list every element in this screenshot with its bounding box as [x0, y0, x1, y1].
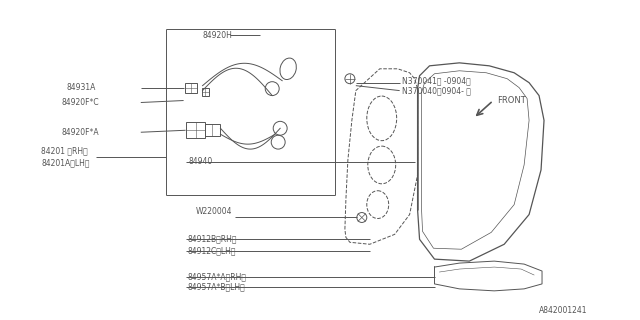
Text: FRONT: FRONT: [497, 96, 526, 105]
Text: 84940: 84940: [189, 157, 213, 166]
Text: N370041〈 -0904〉: N370041〈 -0904〉: [402, 76, 470, 85]
Text: 84201A〈LH〉: 84201A〈LH〉: [41, 158, 90, 167]
Text: 84912C〈LH〉: 84912C〈LH〉: [188, 247, 236, 256]
Text: 84920F*A: 84920F*A: [61, 128, 99, 137]
Text: 84931A: 84931A: [66, 83, 95, 92]
Text: 84920F*C: 84920F*C: [61, 98, 99, 107]
Text: N370040を0904- 〉: N370040を0904- 〉: [402, 86, 470, 95]
Text: 84957A*A〈RH〉: 84957A*A〈RH〉: [188, 272, 246, 282]
Text: W220004: W220004: [196, 207, 232, 216]
Text: A842001241: A842001241: [539, 306, 588, 315]
Text: 84920H: 84920H: [202, 31, 232, 40]
Text: 84912B〈RH〉: 84912B〈RH〉: [188, 235, 237, 244]
Text: 84957A*B〈LH〉: 84957A*B〈LH〉: [188, 282, 245, 292]
Text: 84201 〈RH〉: 84201 〈RH〉: [41, 147, 88, 156]
